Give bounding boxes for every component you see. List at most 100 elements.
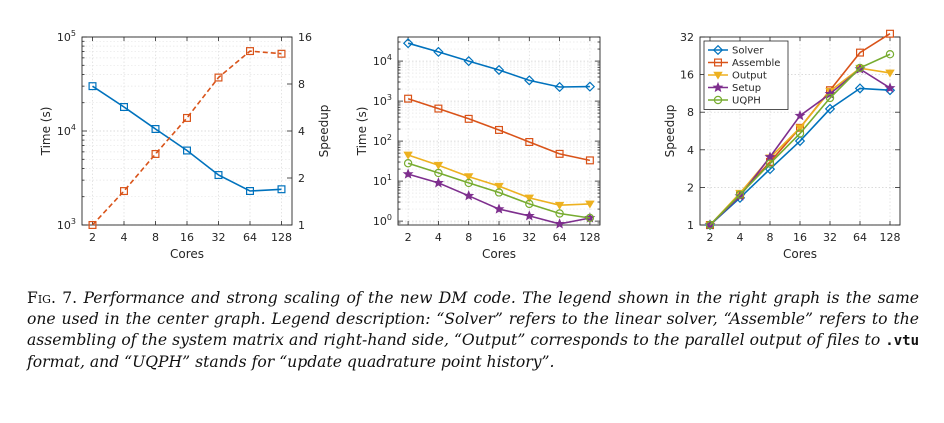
y-axis-label: Speedup bbox=[663, 105, 677, 158]
data-point-assemble bbox=[885, 29, 894, 38]
data-point-speedup bbox=[214, 73, 223, 82]
series-uqph bbox=[705, 50, 895, 230]
data-point-assemble bbox=[555, 149, 564, 158]
series-speedup bbox=[88, 47, 286, 230]
legend-marker bbox=[713, 95, 723, 105]
x-tick-label: 2 bbox=[707, 231, 714, 244]
legend-label: Solver bbox=[732, 46, 764, 57]
data-point-uqph bbox=[825, 93, 835, 103]
x-axis-label: Cores bbox=[170, 247, 204, 261]
y2-tick-label: 2 bbox=[298, 172, 305, 185]
plot-frame bbox=[81, 36, 293, 226]
data-point-output bbox=[554, 201, 565, 210]
x-tick-label: 2 bbox=[89, 231, 96, 244]
data-point-speedup bbox=[119, 187, 128, 196]
y-tick-base: 10 bbox=[373, 95, 387, 108]
x-tick-label: 8 bbox=[152, 231, 159, 244]
y2-tick-label: 4 bbox=[298, 125, 305, 138]
data-point-uqph bbox=[855, 63, 865, 73]
data-point-output bbox=[433, 161, 444, 170]
data-point-speedup bbox=[183, 113, 192, 122]
y-tick-label: 105 bbox=[57, 29, 76, 44]
series-solver bbox=[402, 38, 596, 93]
data-point-uqph bbox=[705, 220, 715, 230]
data-point-time bbox=[277, 185, 286, 194]
data-point-uqph bbox=[494, 188, 504, 197]
x-tick-label: 128 bbox=[271, 231, 292, 244]
data-point-speedup bbox=[151, 149, 160, 158]
x-tick-label: 128 bbox=[579, 231, 600, 244]
data-point-time bbox=[246, 186, 255, 195]
figure-caption: Fig. 7. Performance and strong scaling o… bbox=[27, 288, 919, 373]
data-point-solver bbox=[554, 81, 565, 93]
data-point-output bbox=[403, 151, 413, 160]
data-point-output bbox=[494, 182, 504, 191]
y-tick-label: 32 bbox=[680, 31, 694, 44]
data-point-uqph bbox=[403, 159, 413, 168]
data-point-uqph bbox=[885, 50, 895, 59]
caption-label: Fig. 7. bbox=[27, 289, 78, 307]
data-point-solver bbox=[584, 81, 596, 92]
data-point-output bbox=[585, 200, 595, 209]
legend-label: Output bbox=[732, 71, 767, 82]
data-point-time bbox=[151, 125, 160, 134]
y-tick-exponent: 1 bbox=[387, 173, 392, 182]
data-point-setup bbox=[432, 177, 444, 188]
y-tick-exponent: 5 bbox=[71, 29, 76, 38]
y-tick-base: 10 bbox=[373, 175, 387, 188]
data-point-solver bbox=[824, 103, 836, 115]
data-point-speedup bbox=[246, 47, 255, 56]
data-point-uqph bbox=[434, 168, 443, 178]
y-tick-label: 8 bbox=[687, 106, 694, 119]
data-point-solver bbox=[433, 46, 444, 58]
series-output bbox=[403, 151, 595, 210]
plot-area bbox=[398, 37, 600, 225]
y-axis-label: Time (s) bbox=[39, 107, 53, 157]
data-point-time bbox=[119, 103, 128, 112]
y-tick-exponent: 3 bbox=[71, 217, 76, 226]
legend-label: UQPH bbox=[732, 96, 761, 107]
x-tick-label: 16 bbox=[793, 231, 807, 244]
data-point-assemble bbox=[585, 156, 594, 165]
y-axis-label: Time (s) bbox=[355, 107, 369, 157]
caption-code: .vtu bbox=[885, 333, 919, 349]
caption-text-1: Performance and strong scaling of the ne… bbox=[27, 289, 919, 349]
series-uqph bbox=[403, 159, 595, 223]
data-point-setup bbox=[884, 82, 896, 93]
legend-marker bbox=[712, 44, 724, 56]
x-tick-label: 4 bbox=[435, 231, 442, 244]
series-assemble bbox=[404, 94, 594, 165]
x-tick-label: 2 bbox=[405, 231, 412, 244]
data-point-uqph bbox=[765, 159, 775, 168]
x-tick-label: 128 bbox=[880, 231, 901, 244]
y-tick-exponent: 2 bbox=[387, 133, 392, 142]
y-tick-label: 1 bbox=[687, 219, 694, 232]
plot-frame bbox=[397, 36, 601, 226]
data-point-time bbox=[214, 171, 223, 180]
data-point-uqph bbox=[585, 213, 595, 223]
data-point-assemble bbox=[855, 48, 864, 57]
y-tick-base: 10 bbox=[57, 31, 71, 44]
data-point-assemble bbox=[434, 104, 443, 113]
y-tick-label: 101 bbox=[373, 173, 392, 188]
data-point-assemble bbox=[404, 94, 413, 103]
x-tick-label: 8 bbox=[767, 231, 774, 244]
data-point-setup bbox=[463, 190, 475, 201]
data-point-output bbox=[795, 124, 805, 133]
caption-text-2: format, and “UQPH” stands for “update qu… bbox=[27, 353, 555, 371]
data-point-time bbox=[183, 146, 192, 155]
y-tick-exponent: 0 bbox=[387, 213, 392, 222]
y-tick-label: 104 bbox=[57, 123, 76, 138]
x-tick-label: 64 bbox=[243, 231, 257, 244]
data-point-setup bbox=[764, 151, 776, 162]
data-point-time bbox=[88, 82, 97, 91]
data-point-setup bbox=[523, 210, 535, 221]
data-point-setup bbox=[824, 88, 836, 99]
x-tick-label: 32 bbox=[823, 231, 837, 244]
series-line-uqph bbox=[709, 53, 891, 226]
legend-marker bbox=[712, 81, 724, 93]
x-tick-label: 64 bbox=[553, 231, 567, 244]
y-tick-label: 100 bbox=[373, 213, 392, 228]
y-tick-base: 10 bbox=[57, 219, 71, 232]
